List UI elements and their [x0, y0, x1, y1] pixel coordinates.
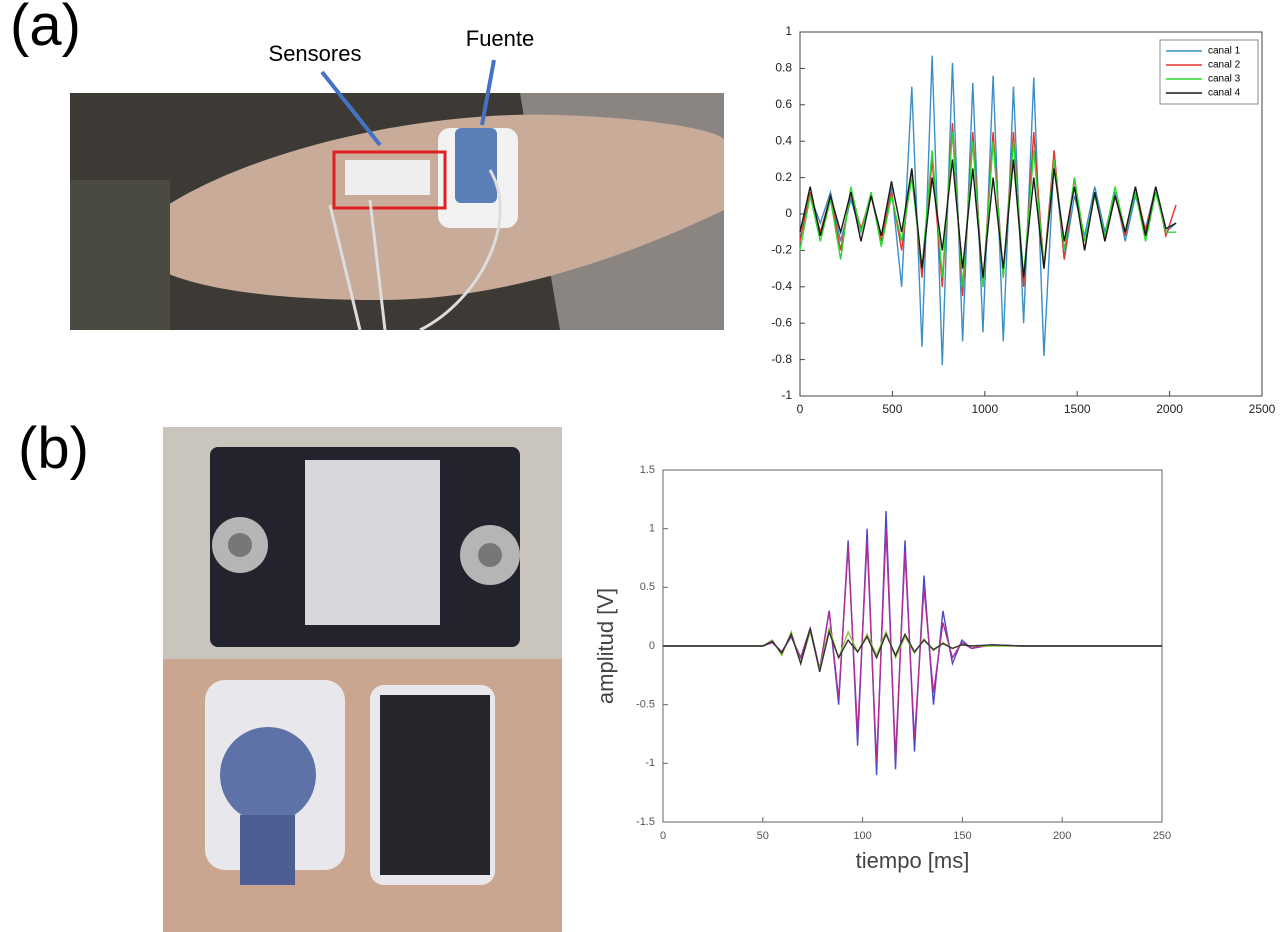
y-axis-label: amplitud [V]	[593, 588, 618, 704]
y-tick-label: -0.8	[771, 352, 792, 366]
panel-label: (b)	[18, 416, 89, 481]
x-tick-label: 100	[853, 830, 871, 842]
annotation: Fuente	[466, 26, 535, 51]
x-tick-label: 0	[660, 830, 666, 842]
y-tick-label: -0.5	[636, 699, 655, 711]
y-tick-label: 1	[785, 24, 792, 38]
panel-label: (a)	[10, 0, 81, 58]
x-axis-label: tiempo [ms]	[856, 848, 970, 873]
x-tick-label: 500	[882, 402, 902, 416]
x-tick-label: 0	[797, 402, 804, 416]
y-tick-label: 1.5	[640, 464, 655, 476]
annotation: Sensores	[269, 41, 362, 66]
page: (a) (b) Sensores Fuente 0500100015002000…	[0, 0, 1286, 932]
legend-label: canal 3	[1208, 74, 1241, 85]
y-tick-label: 0.6	[775, 97, 792, 111]
y-tick-label: 1	[649, 523, 655, 535]
y-tick-label: 0	[649, 640, 655, 652]
y-tick-label: 0.8	[775, 61, 792, 75]
x-tick-label: 1000	[971, 402, 998, 416]
x-tick-label: 50	[757, 830, 769, 842]
y-tick-label: 0.4	[775, 133, 792, 147]
y-tick-label: 0	[785, 206, 792, 220]
photo-a	[70, 93, 724, 330]
x-tick-label: 2000	[1156, 402, 1183, 416]
y-tick-label: -0.6	[771, 315, 792, 329]
photo-b	[163, 427, 562, 932]
y-tick-label: -0.4	[771, 279, 792, 293]
legend-label: canal 1	[1208, 46, 1241, 57]
y-tick-label: -1	[645, 757, 655, 769]
legend-label: canal 4	[1208, 88, 1241, 99]
x-tick-label: 200	[1053, 830, 1071, 842]
x-tick-label: 250	[1153, 830, 1171, 842]
y-tick-label: 0.5	[640, 581, 655, 593]
y-tick-label: -1.5	[636, 816, 655, 828]
x-tick-label: 1500	[1064, 402, 1091, 416]
y-tick-label: 0.2	[775, 170, 792, 184]
x-tick-label: 150	[953, 830, 971, 842]
legend-label: canal 2	[1208, 60, 1241, 71]
y-tick-label: -0.2	[771, 243, 792, 257]
x-tick-label: 2500	[1249, 402, 1276, 416]
y-tick-label: -1	[781, 388, 792, 402]
figure: (a) (b) Sensores Fuente 0500100015002000…	[0, 0, 1286, 932]
